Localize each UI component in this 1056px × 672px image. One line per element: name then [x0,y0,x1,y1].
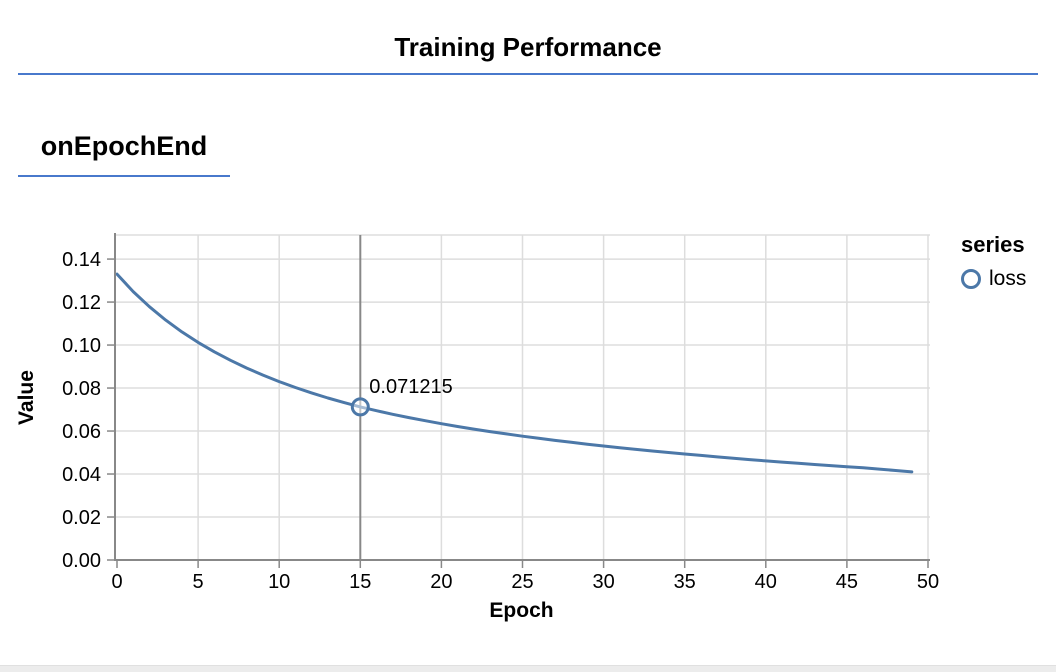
gridlines [115,234,930,560]
y-tick-label: 0.10 [62,335,101,357]
x-tick-label: 35 [674,571,696,593]
legend-item-label: loss [989,267,1027,290]
circle-outline-icon [961,269,981,289]
chart-container: 0.071215 0.00 0.02 0.04 0.06 0.08 0.10 0.12 0.14… [0,225,1056,645]
y-tick-label: 0.02 [62,507,101,529]
y-tick-label: 0.12 [62,292,101,314]
y-axis-title: Value [15,370,38,425]
x-tick-label: 10 [268,571,290,593]
bottom-scroll-strip [0,665,1056,672]
y-tick-label: 0.06 [62,421,101,443]
x-tick-label: 25 [511,571,533,593]
x-tick-label: 0 [111,571,122,593]
y-tick-label: 0.04 [62,464,101,486]
title-underline [18,73,1038,75]
x-tick-label: 5 [193,571,204,593]
axes: 0.00 0.02 0.04 0.06 0.08 0.10 0.12 0.14 0 5 10 15 20… [62,233,939,593]
loss-line-chart[interactable]: 0.071215 0.00 0.02 0.04 0.06 0.08 0.10 0.12 0.14… [0,225,1056,645]
x-axis-title: Epoch [489,599,553,622]
x-tick-label: 15 [349,571,371,593]
legend-item-loss: loss [961,267,1056,291]
x-tick-label: 40 [755,571,777,593]
chart-legend: series loss [961,232,1056,291]
section-heading: onEpochEnd [18,131,230,177]
y-tick-label: 0.14 [62,249,101,271]
hover-tooltip-value: 0.071215 [369,376,452,398]
legend-title: series [961,232,1025,257]
page-title: Training Performance [394,32,662,62]
hover-point [350,397,370,417]
loss-line [115,272,914,474]
x-tick-label: 20 [430,571,452,593]
y-tick-label: 0.08 [62,378,101,400]
x-tick-label: 45 [836,571,858,593]
x-tick-label: 50 [917,571,939,593]
y-tick-label: 0.00 [62,550,101,572]
x-tick-label: 30 [592,571,614,593]
